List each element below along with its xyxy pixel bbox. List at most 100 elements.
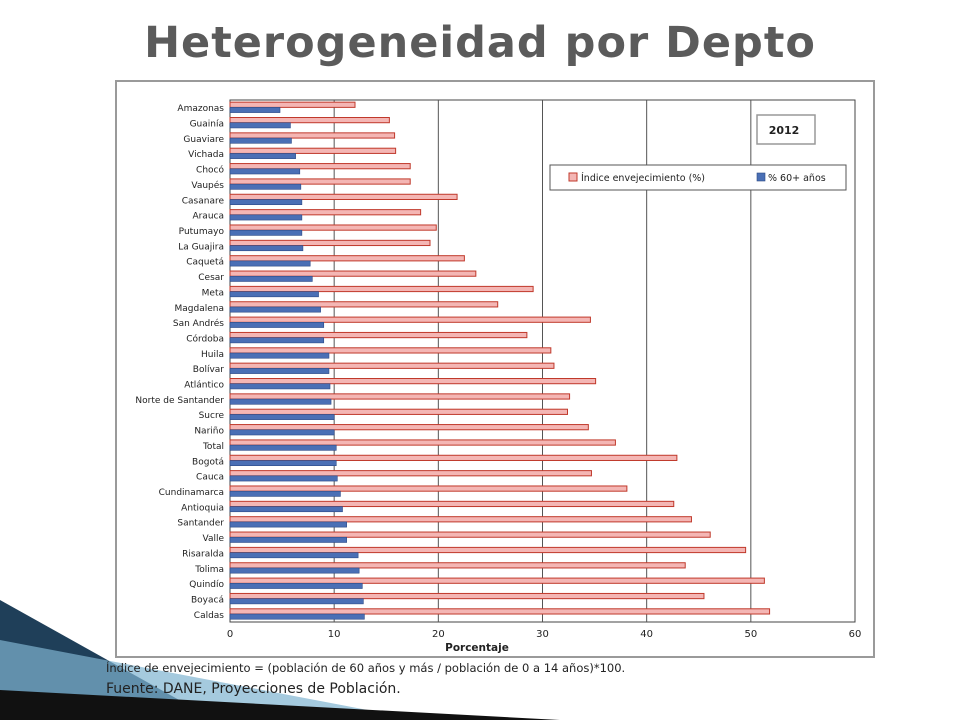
bar-index-envejecimiento (229, 546, 747, 554)
category-label: Valle (202, 534, 224, 544)
bar-pct-60-mas (229, 368, 330, 374)
bar-index-envejecimiento (229, 408, 568, 415)
bar-index-envejecimiento (229, 454, 678, 461)
bar-pct-60-mas (229, 322, 325, 328)
bar-pct-60-mas (229, 398, 332, 405)
bar-index-envejecimiento (229, 439, 616, 446)
x-tick-label: 10 (328, 629, 341, 640)
footnote: Índice de envejecimiento = (población de… (106, 661, 626, 675)
category-label: Meta (202, 288, 224, 298)
bar-index-envejecimiento (229, 424, 589, 431)
category-label: Bogotá (192, 457, 224, 467)
bar-pct-60-mas (229, 291, 319, 298)
legend-box (549, 164, 847, 191)
bar-pct-60-mas (229, 306, 321, 313)
chart-frame: 0 10 20 30 40 50 60 Porcentaje Amazonas Guainía Gu… (115, 80, 875, 658)
bar-pct-60-mas (229, 567, 360, 574)
category-label: San Andrés (173, 318, 224, 329)
category-label: Huila (201, 350, 224, 360)
x-axis-label: Porcentaje (445, 642, 509, 654)
bar-pct-60-mas (229, 199, 303, 206)
category-label: Córdoba (186, 333, 224, 344)
source-note: Fuente: DANE, Proyecciones de Población. (106, 681, 401, 697)
bar-pct-60-mas (229, 475, 338, 482)
bar-index-envejecimiento (229, 209, 422, 216)
bar-index-envejecimiento (229, 301, 499, 308)
category-label: Magdalena (175, 304, 224, 314)
year-label: 2012 (769, 124, 800, 137)
category-label: Caldas (194, 611, 225, 621)
bar-index-envejecimiento (229, 485, 628, 492)
bar-index-envejecimiento (229, 531, 711, 538)
bar-pct-60-mas (229, 444, 337, 451)
bar-chart: 0 10 20 30 40 50 60 Porcentaje Amazonas Guainía Gu… (135, 99, 862, 654)
x-tick-label: 60 (849, 629, 862, 640)
legend-swatch-pct (756, 172, 766, 182)
bar-index-envejecimiento (229, 562, 686, 569)
bar-pct-60-mas (229, 122, 291, 129)
legend-swatch-index (568, 172, 578, 182)
category-label: Atlántico (184, 381, 224, 391)
bar-index-envejecimiento (229, 117, 390, 124)
bar-pct-60-mas (229, 583, 363, 589)
bar-pct-60-mas (229, 337, 325, 344)
corner-shape-black (0, 690, 560, 720)
category-label: Nariño (194, 427, 224, 437)
category-label: Norte de Santander (135, 396, 224, 406)
bar-index-envejecimiento (229, 193, 458, 200)
category-label: Vichada (188, 150, 224, 160)
bar-index-envejecimiento (229, 577, 765, 584)
bar-index-envejecimiento (229, 362, 555, 369)
x-tick-label: 20 (432, 629, 445, 640)
bar-index-envejecimiento (229, 178, 411, 185)
category-label: Cundinamarca (159, 488, 224, 498)
bar-pct-60-mas (229, 552, 359, 559)
bar-index-envejecimiento (229, 147, 397, 154)
bar-pct-60-mas (229, 598, 364, 605)
bar-index-envejecimiento (229, 347, 552, 354)
category-label: Putumayo (179, 227, 225, 237)
bar-index-envejecimiento (229, 270, 477, 277)
category-label: Quindío (189, 580, 224, 590)
legend-label-index: Índice envejecimiento (%) (581, 172, 705, 184)
bar-pct-60-mas (229, 275, 313, 282)
bar-pct-60-mas (229, 613, 365, 620)
bar-pct-60-mas (229, 429, 335, 436)
bar-index-envejecimiento (229, 316, 591, 323)
bar-pct-60-mas (229, 153, 296, 159)
category-label: Cauca (196, 473, 224, 483)
bar-pct-60-mas (229, 521, 347, 528)
bar-index-envejecimiento (229, 592, 705, 600)
bar-index-envejecimiento (229, 331, 528, 339)
bar-pct-60-mas (229, 245, 304, 252)
bar-pct-60-mas (229, 183, 302, 190)
bar-index-envejecimiento (229, 378, 597, 385)
category-label: Santander (177, 519, 224, 529)
bar-pct-60-mas (229, 107, 281, 113)
bar-pct-60-mas (229, 536, 347, 543)
category-label: Caquetá (186, 258, 224, 268)
category-label: Risaralda (182, 549, 224, 559)
category-label: Cesar (198, 273, 224, 283)
bar-index-envejecimiento (229, 393, 571, 400)
x-tick-label: 0 (227, 629, 233, 640)
category-label: Guaviare (183, 135, 224, 145)
bar-index-envejecimiento (229, 163, 411, 170)
category-label: Amazonas (177, 104, 224, 114)
category-label: Antioquia (181, 503, 224, 513)
bar-pct-60-mas (229, 383, 331, 390)
bar-index-envejecimiento (229, 285, 534, 293)
bar-pct-60-mas (229, 168, 301, 175)
category-label: Sucre (199, 411, 225, 421)
bar-pct-60-mas (229, 414, 335, 420)
bar-index-envejecimiento (229, 239, 431, 247)
category-label: Guainía (190, 120, 224, 130)
category-label: Tolima (194, 565, 224, 575)
bar-pct-60-mas (229, 229, 303, 236)
legend-label-pct: % 60+ años (768, 173, 826, 184)
category-label: Casanare (182, 196, 225, 206)
bar-index-envejecimiento (229, 101, 356, 108)
bar-pct-60-mas (229, 460, 337, 467)
bar-index-envejecimiento (229, 132, 396, 139)
